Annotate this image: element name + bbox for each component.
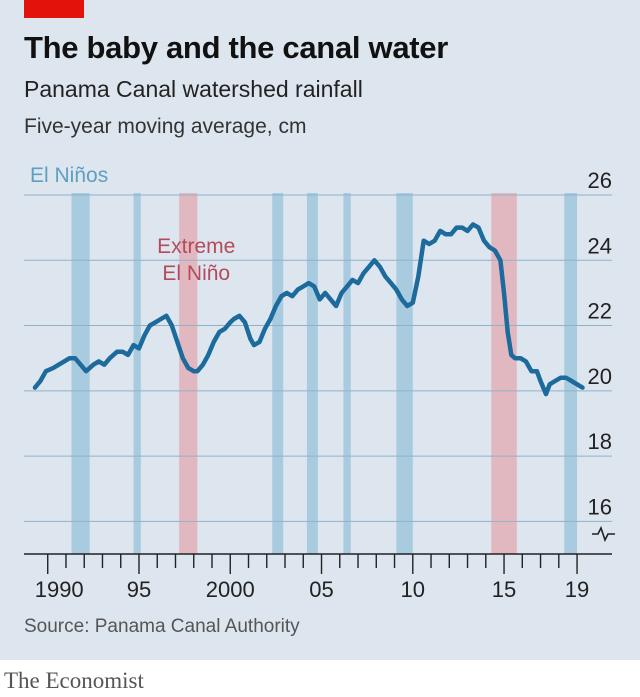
extreme-el-nino-band-1 — [491, 193, 517, 554]
line-chart: El Niños Extreme El Niño 16 18 20 22 24 26 1990… — [24, 164, 615, 602]
brand-red-tab — [24, 0, 84, 18]
x-tick-label-2000: 2000 — [206, 577, 255, 602]
chart-unit-label: Five-year moving average, cm — [24, 115, 307, 138]
el-nino-band-5 — [396, 193, 413, 554]
x-tick-label-2005: 05 — [309, 577, 333, 602]
extreme-el-nino-label-line-1: El Niño — [162, 262, 230, 285]
el-nino-band-0 — [71, 193, 90, 554]
source-note: Source: Panama Canal Authority — [24, 616, 300, 637]
el-nino-band-3 — [306, 193, 318, 554]
y-axis-ticks: 16 18 20 22 24 26 — [588, 168, 615, 543]
chart-panel — [0, 0, 640, 660]
x-tick-label-2019: 19 — [565, 577, 589, 602]
chart-title: The baby and the canal water — [24, 30, 448, 65]
el-nino-band-6 — [564, 193, 578, 554]
y-tick-label-22: 22 — [588, 299, 612, 324]
x-tick-label-1990: 1990 — [35, 577, 84, 602]
y-axis-break-marker — [592, 525, 615, 543]
y-tick-label-20: 20 — [588, 364, 612, 389]
x-tick-label-1995: 95 — [127, 577, 151, 602]
el-nino-band-1 — [133, 193, 141, 554]
y-tick-label-18: 18 — [588, 429, 612, 454]
x-axis: 1990 95 2000 05 10 15 19 — [24, 553, 612, 602]
publisher-brand: The Economist — [4, 668, 144, 693]
extreme-el-nino-label-line-0: Extreme — [157, 235, 235, 258]
el-nino-band-4 — [343, 193, 351, 554]
x-tick-label-2010: 10 — [401, 577, 425, 602]
y-tick-label-16: 16 — [588, 494, 612, 519]
extreme-el-nino-band-0 — [179, 193, 198, 554]
chart-subtitle: Panama Canal watershed rainfall — [24, 76, 363, 102]
y-tick-label-24: 24 — [588, 233, 612, 258]
el-nino-band-2 — [272, 193, 284, 554]
el-ninos-label: El Niños — [30, 164, 108, 187]
series-line-0 — [32, 222, 585, 397]
el-nino-bands — [71, 193, 578, 554]
gridlines — [24, 194, 612, 522]
y-tick-label-26: 26 — [588, 168, 612, 193]
x-tick-label-2015: 15 — [492, 577, 516, 602]
band-labels: El Niños Extreme El Niño — [30, 164, 235, 285]
series-group — [32, 222, 585, 397]
